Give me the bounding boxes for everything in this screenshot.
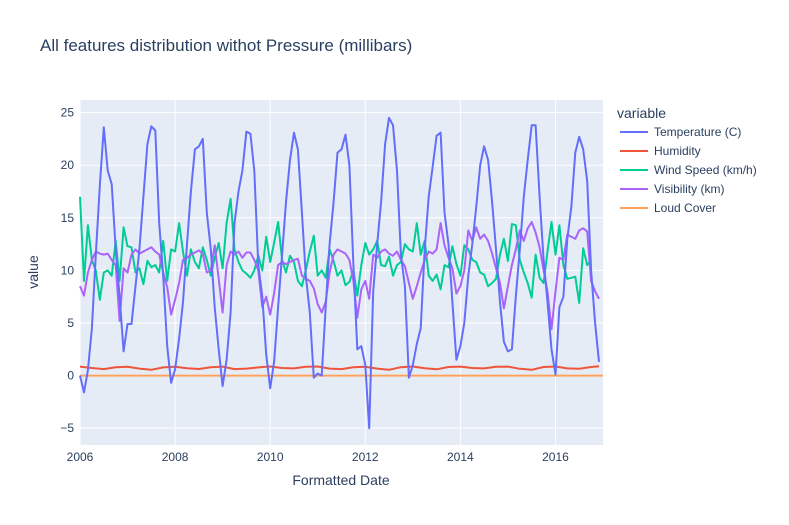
legend-label: Wind Speed (km/h) <box>654 163 757 177</box>
legend-item-humidity[interactable]: Humidity <box>620 144 701 158</box>
legend-item-loud-cover[interactable]: Loud Cover <box>620 201 716 215</box>
series-line-wind-speed-km-h <box>79 196 592 304</box>
legend-item-visibility-km[interactable]: Visibility (km) <box>620 182 724 196</box>
legend-label: Visibility (km) <box>654 182 724 196</box>
x-tick-label: 2010 <box>257 450 284 464</box>
y-tick-labels: −5 0 5 10 15 20 25 <box>60 106 74 436</box>
y-tick-label: 20 <box>61 158 75 172</box>
series-line-visibility-km <box>79 221 600 331</box>
x-tick-label: 2008 <box>162 450 189 464</box>
x-tick-label: 2012 <box>352 450 379 464</box>
chart-title: All features distribution withot Pressur… <box>40 36 412 55</box>
y-axis-title: value <box>25 255 41 289</box>
x-tick-label: 2014 <box>447 450 474 464</box>
legend[interactable]: Temperature (C) Humidity Wind Speed (km/h)… <box>620 125 757 215</box>
legend-title: variable <box>617 105 666 121</box>
legend-item-temperature-c[interactable]: Temperature (C) <box>620 125 741 139</box>
y-tick-label: −5 <box>60 421 74 435</box>
y-tick-label: 10 <box>61 263 75 277</box>
series-group <box>79 116 603 430</box>
x-tick-label: 2006 <box>67 450 94 464</box>
series-line-humidity <box>79 365 600 371</box>
legend-label: Loud Cover <box>654 201 716 215</box>
legend-label: Temperature (C) <box>654 125 741 139</box>
legend-label: Humidity <box>654 144 701 158</box>
x-axis-title: Formatted Date <box>292 472 389 488</box>
series-line-temperature-c <box>79 116 600 430</box>
y-tick-label: 5 <box>67 316 74 330</box>
y-tick-label: 25 <box>61 106 75 120</box>
legend-item-wind-speed-km-h[interactable]: Wind Speed (km/h) <box>620 163 757 177</box>
x-tick-label: 2016 <box>542 450 569 464</box>
y-tick-label: 15 <box>61 211 75 225</box>
x-tick-labels: 2006 2008 2010 2012 2014 2016 <box>67 450 569 464</box>
y-tick-label: 0 <box>67 369 74 383</box>
